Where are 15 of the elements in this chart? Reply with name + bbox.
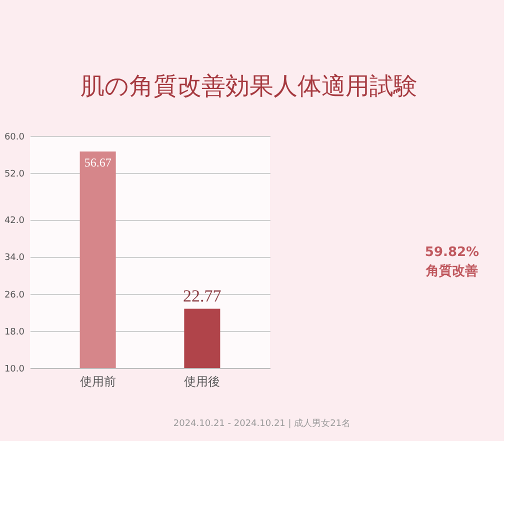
y-tick-label: 26.0 <box>4 290 25 300</box>
y-tick-label: 10.0 <box>4 364 25 374</box>
x-tick-label: 使用前 <box>80 374 116 388</box>
y-tick-label: 42.0 <box>4 216 25 226</box>
text: 2024.10.21 - 2024.10.21 | 成人男女21名 <box>173 418 351 429</box>
data-label: 56.67 <box>84 155 112 170</box>
y-tick-label: 60.0 <box>4 132 25 142</box>
y-tick-label: 18.0 <box>4 327 25 338</box>
text: 59.82% <box>424 245 480 260</box>
x-tick-label: 使用後 <box>184 374 220 388</box>
y-tick-label: 52.0 <box>4 170 25 180</box>
chart-title: 肌の角質改善効果人体適用試験 <box>80 72 418 100</box>
y-tick-label: 34.0 <box>4 253 25 264</box>
text: 角質改善 <box>425 263 478 279</box>
data-label: 22.77 <box>183 286 222 306</box>
